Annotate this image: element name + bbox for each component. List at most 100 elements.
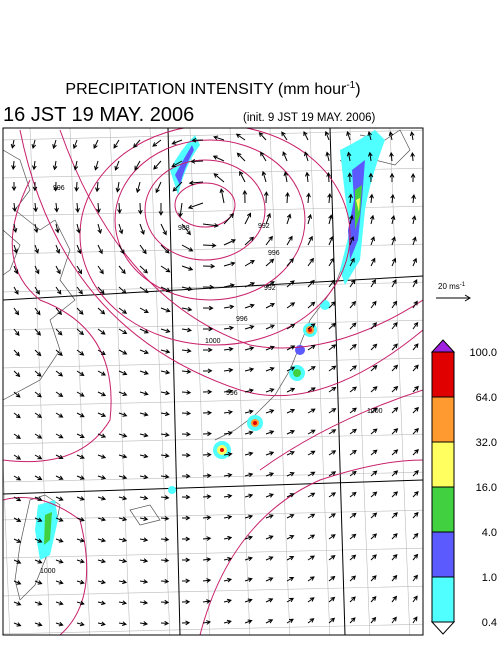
wind-arrow — [115, 181, 121, 193]
wind-arrow — [391, 574, 398, 582]
wind-arrow — [13, 580, 22, 585]
wind-arrow — [187, 202, 204, 210]
wind-arrow — [139, 349, 149, 355]
wind-arrow — [370, 279, 376, 288]
wind-arrow — [349, 365, 357, 372]
wind-arrow — [370, 554, 377, 561]
wind-arrow — [391, 257, 397, 267]
isobar-label: 996 — [53, 185, 65, 192]
wind-arrow — [328, 471, 337, 477]
wind-arrow — [223, 619, 232, 625]
wind-arrow — [55, 496, 64, 501]
wind-arrow — [370, 407, 378, 414]
wind-arrow — [55, 328, 63, 336]
wind-arrow — [118, 579, 128, 585]
wind-arrow — [97, 621, 106, 627]
wind-arrow — [261, 170, 267, 183]
wind-arrow — [97, 475, 107, 480]
wind-arrow — [181, 599, 191, 605]
wind-arrow — [13, 433, 21, 439]
wind-arrow — [188, 180, 204, 186]
wind-arrow — [236, 152, 246, 162]
wind-arrow — [307, 344, 316, 351]
wind-arrow — [412, 279, 418, 288]
wind-arrow — [118, 516, 128, 522]
wind-arrow — [325, 151, 331, 162]
graticule-line — [3, 453, 11, 635]
wind-arrow — [286, 576, 295, 582]
wind-arrow — [160, 453, 170, 458]
wind-arrow — [283, 171, 289, 183]
wind-arrow — [139, 370, 149, 375]
wind-arrow — [160, 516, 170, 521]
wind-arrow — [349, 533, 357, 540]
wind-arrow — [118, 370, 128, 376]
wind-arrow — [34, 349, 42, 357]
wind-arrow — [265, 235, 273, 246]
wind-arrow — [370, 449, 378, 456]
wind-arrow — [391, 343, 398, 351]
wind-arrow — [160, 369, 171, 375]
wind-arrow — [391, 512, 398, 519]
wind-arrow — [328, 450, 337, 456]
wind-arrow — [190, 159, 204, 164]
wind-arrow — [349, 617, 356, 624]
wind-arrow — [349, 428, 357, 435]
wind-arrow — [181, 536, 191, 542]
domain-lines — [3, 128, 423, 635]
wind-arrow — [244, 556, 253, 562]
wind-arrow — [235, 133, 246, 141]
wind-arrow — [391, 616, 397, 624]
wind-arrow — [328, 513, 336, 519]
wind-arrow — [223, 598, 232, 604]
wind-arrow — [307, 450, 316, 456]
wind-arrow — [32, 160, 37, 171]
colorbar-segment — [431, 396, 455, 443]
wind-arrow — [118, 286, 127, 294]
wind-arrow — [76, 579, 85, 585]
wind-arrow — [55, 600, 64, 606]
wind-arrow — [139, 265, 148, 274]
wind-arrow — [13, 349, 20, 357]
wind-arrow — [286, 408, 296, 414]
wind-arrow — [55, 370, 64, 377]
reference-vector-label: 20 ms-1 — [438, 282, 466, 291]
wind-arrow — [52, 160, 58, 171]
wind-arrow — [181, 473, 191, 479]
wind-arrow — [139, 453, 149, 459]
wind-arrow — [139, 579, 149, 584]
wind-arrow — [160, 265, 171, 273]
wind-arrow — [118, 412, 128, 417]
wind-arrow — [13, 412, 21, 419]
wind-arrow — [202, 389, 213, 395]
wind-arrow — [307, 555, 315, 561]
wind-arrow — [160, 578, 170, 584]
wind-arrow — [258, 132, 267, 141]
wind-arrow — [412, 553, 419, 561]
wind-arrow — [282, 151, 288, 162]
wind-arrow — [286, 387, 296, 393]
wind-arrow — [34, 412, 43, 418]
wind-arrow — [181, 452, 191, 458]
wind-arrow — [34, 328, 41, 336]
wind-arrow — [55, 265, 61, 275]
wind-arrow — [160, 495, 170, 500]
wind-arrow — [303, 151, 309, 162]
wind-arrow — [13, 244, 18, 254]
wind-arrow — [76, 454, 85, 459]
wind-arrow — [139, 516, 149, 522]
wind-arrow — [160, 307, 171, 313]
wind-arrow — [244, 325, 255, 330]
wind-arrow — [412, 490, 419, 498]
wind-arrow — [286, 302, 296, 309]
wind-arrow — [139, 391, 149, 396]
wind-arrow — [244, 619, 253, 624]
wind-arrow — [391, 428, 399, 435]
wind-arrow — [158, 202, 164, 216]
wind-arrow — [328, 555, 336, 561]
wind-arrow — [412, 511, 419, 519]
wind-arrow — [349, 300, 357, 309]
wind-arrow — [202, 305, 214, 311]
wind-arrow — [367, 130, 373, 141]
wind-arrow — [34, 496, 43, 501]
